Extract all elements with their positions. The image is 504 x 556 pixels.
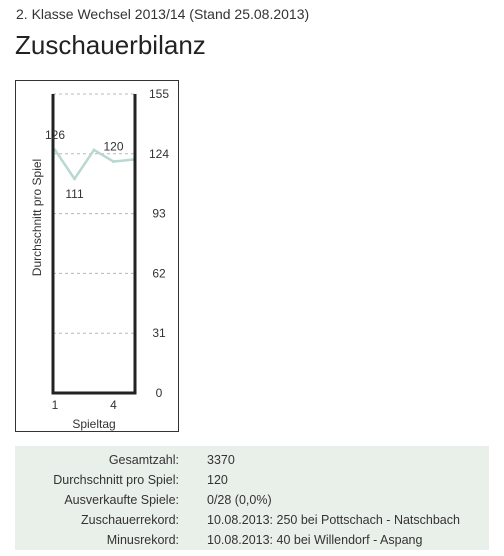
data-point (73, 177, 76, 181)
stat-row-average: Durchschnitt pro Spiel: 120 (15, 470, 489, 490)
stat-row-sold-out: Ausverkaufte Spiele: 0/28 (0,0%) (15, 490, 489, 510)
attendance-chart: 155 124 93 62 31 0 1 4 126 111 120 Spieltag Durchsch… (30, 87, 169, 431)
chart-frame: 155 124 93 62 31 0 1 4 126 111 120 Spieltag Durchsch… (15, 80, 179, 432)
data-label: 120 (103, 140, 123, 154)
y-tick-label: 31 (152, 326, 166, 340)
stat-label: Gesamtzahl: (108, 453, 179, 467)
y-tick-label: 124 (149, 147, 169, 161)
y-tick-label: 62 (152, 266, 166, 280)
stats-panel: Gesamtzahl: 3370 Durchschnitt pro Spiel:… (15, 446, 489, 550)
stat-label: Minusrekord: (106, 533, 179, 547)
data-label: 111 (65, 187, 84, 201)
y-axis-title: Durchschnitt pro Spiel (30, 159, 44, 276)
stat-value: 120 (207, 473, 228, 487)
stat-row-minus-record: Minusrekord: 10.08.2013: 40 bei Willendo… (15, 530, 489, 550)
page-subtitle: 2. Klasse Wechsel 2013/14 (Stand 25.08.2… (16, 6, 310, 22)
x-tick-label: 1 (52, 398, 59, 412)
data-point (112, 160, 115, 164)
stat-value: 0/28 (0,0%) (207, 493, 272, 507)
y-tick-label: 93 (152, 207, 166, 221)
stat-label: Zuschauerrekord: (81, 513, 179, 527)
stat-label: Durchschnitt pro Spiel: (53, 473, 179, 487)
x-axis-title: Spieltag (72, 417, 115, 431)
stat-value: 10.08.2013: 250 bei Pottschach - Natschb… (207, 513, 460, 527)
stat-label: Ausverkaufte Spiele: (64, 493, 179, 507)
y-tick-label: 0 (156, 386, 163, 400)
stat-row-record: Zuschauerrekord: 10.08.2013: 250 bei Pot… (15, 510, 489, 530)
stat-value: 10.08.2013: 40 bei Willendorf - Aspang (207, 533, 423, 547)
y-tick-label: 155 (149, 87, 169, 101)
stat-value: 3370 (207, 453, 235, 467)
data-label: 126 (45, 128, 65, 142)
stat-row-total: Gesamtzahl: 3370 (15, 450, 489, 470)
x-tick-label: 4 (110, 398, 117, 412)
data-point (92, 148, 96, 152)
page-title: Zuschauerbilanz (15, 30, 206, 60)
